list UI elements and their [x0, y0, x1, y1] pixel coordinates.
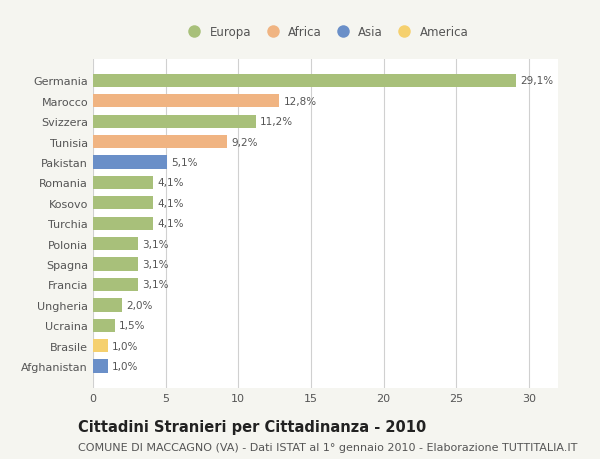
Text: 4,1%: 4,1%	[157, 198, 184, 208]
Text: 12,8%: 12,8%	[283, 96, 316, 106]
Bar	[93, 74, 516, 88]
Bar	[93, 217, 152, 230]
Text: 5,1%: 5,1%	[172, 158, 198, 168]
Bar	[93, 156, 167, 169]
Text: 4,1%: 4,1%	[157, 178, 184, 188]
Text: COMUNE DI MACCAGNO (VA) - Dati ISTAT al 1° gennaio 2010 - Elaborazione TUTTITALI: COMUNE DI MACCAGNO (VA) - Dati ISTAT al …	[78, 442, 577, 452]
Text: Cittadini Stranieri per Cittadinanza - 2010: Cittadini Stranieri per Cittadinanza - 2…	[78, 419, 426, 434]
Bar	[93, 299, 122, 312]
Bar	[93, 339, 107, 353]
Bar	[93, 258, 138, 271]
Bar	[93, 360, 107, 373]
Bar	[93, 176, 152, 190]
Text: 2,0%: 2,0%	[127, 300, 153, 310]
Text: 3,1%: 3,1%	[142, 239, 169, 249]
Bar	[93, 197, 152, 210]
Text: 3,1%: 3,1%	[142, 280, 169, 290]
Text: 1,5%: 1,5%	[119, 320, 146, 330]
Bar	[93, 237, 138, 251]
Bar	[93, 136, 227, 149]
Text: 1,0%: 1,0%	[112, 341, 138, 351]
Text: 29,1%: 29,1%	[520, 76, 553, 86]
Text: 4,1%: 4,1%	[157, 219, 184, 229]
Bar	[93, 115, 256, 129]
Text: 3,1%: 3,1%	[142, 259, 169, 269]
Bar	[93, 319, 115, 332]
Text: 1,0%: 1,0%	[112, 361, 138, 371]
Text: 9,2%: 9,2%	[231, 137, 257, 147]
Bar	[93, 278, 138, 291]
Text: 11,2%: 11,2%	[260, 117, 293, 127]
Legend: Europa, Africa, Asia, America: Europa, Africa, Asia, America	[182, 26, 469, 39]
Bar	[93, 95, 279, 108]
